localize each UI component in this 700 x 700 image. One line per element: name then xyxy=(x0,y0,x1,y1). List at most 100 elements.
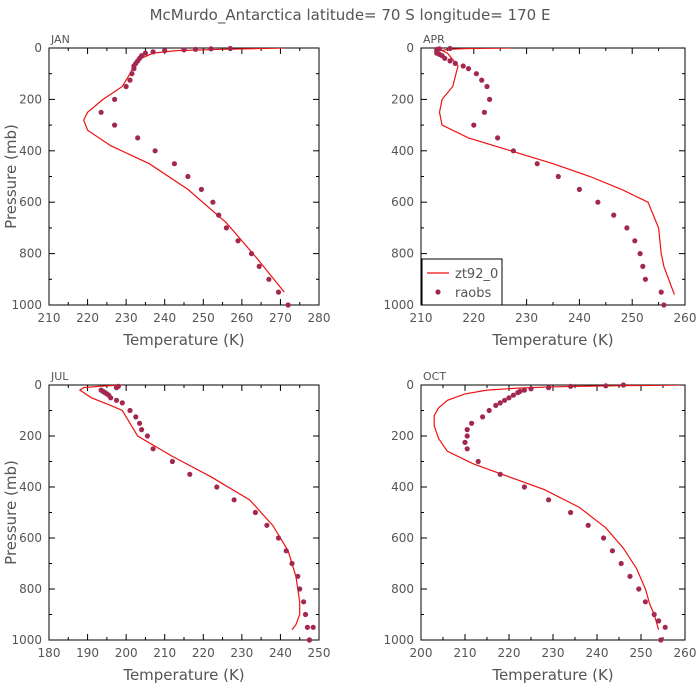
obs-point xyxy=(497,400,503,406)
obs-point xyxy=(452,60,458,66)
x-axis-label: Temperature (K) xyxy=(122,666,244,684)
obs-point xyxy=(487,96,493,102)
obs-point xyxy=(169,458,175,465)
obs-point xyxy=(304,624,310,630)
obs-point xyxy=(603,383,609,389)
obs-point xyxy=(497,471,503,477)
x-axis-label: Temperature (K) xyxy=(491,331,613,349)
y-tick-label: 200 xyxy=(19,429,42,443)
obs-point xyxy=(112,122,118,128)
obs-point xyxy=(595,199,601,205)
obs-point xyxy=(127,407,133,414)
obs-point xyxy=(658,637,664,643)
obs-point xyxy=(656,618,662,624)
obs-point xyxy=(150,49,156,55)
obs-point xyxy=(266,276,272,282)
obs-point xyxy=(464,427,470,433)
y-axis-label: Pressure (mb) xyxy=(2,460,20,565)
model-line xyxy=(438,48,675,295)
x-tick-label: 240 xyxy=(586,646,609,660)
obs-point xyxy=(113,385,120,391)
y-axis-label: Pressure (mb) xyxy=(2,124,20,229)
obs-point xyxy=(139,427,145,433)
x-tick-label: 210 xyxy=(153,646,176,660)
x-tick-label: 260 xyxy=(674,311,697,325)
obs-point xyxy=(235,238,241,244)
obs-point xyxy=(481,109,487,115)
obs-point xyxy=(187,471,193,477)
panel-apr: 210 220 230 240 250 260 0 200 400 600 800 1000 APR Te… xyxy=(383,33,696,349)
obs-point xyxy=(506,395,512,401)
obs-point xyxy=(135,135,141,141)
y-tick-label: 0 xyxy=(34,41,42,55)
x-tick-label: 230 xyxy=(230,646,253,660)
obs-point xyxy=(302,611,309,618)
panel-label: JUL xyxy=(50,370,69,383)
obs-point xyxy=(662,624,668,630)
obs-point xyxy=(585,522,591,528)
obs-point xyxy=(471,122,477,128)
obs-point xyxy=(651,611,657,618)
obs-point xyxy=(264,522,270,528)
obs-point xyxy=(129,71,135,77)
legend-box xyxy=(421,258,503,306)
obs-point xyxy=(464,433,470,439)
obs-point xyxy=(640,263,646,269)
x-tick-label: 280 xyxy=(308,311,331,325)
obs-point xyxy=(198,186,204,192)
obs-point xyxy=(112,96,118,102)
obs-point xyxy=(632,238,638,244)
x-tick-label: 250 xyxy=(308,646,331,660)
obs-point xyxy=(469,420,475,426)
obs-point xyxy=(185,173,191,180)
panel-jul: 180 190 200 210 220 230 240 250 0 200 400 600 800 100… xyxy=(2,370,330,684)
obs-point xyxy=(460,63,466,69)
obs-point xyxy=(193,46,199,52)
y-tick-label: 800 xyxy=(19,247,42,261)
x-axis-label: Temperature (K) xyxy=(491,666,613,684)
panels: 210 220 230 240 250 260 270 280 0 200 400 600 800 100… xyxy=(2,33,696,684)
obs-point xyxy=(301,599,307,605)
obs-point xyxy=(484,83,490,90)
y-tick-label: 200 xyxy=(19,92,42,106)
x-tick-label: 220 xyxy=(76,311,99,325)
x-tick-label: 180 xyxy=(38,646,61,660)
obs-point xyxy=(295,573,301,579)
x-axis-label: Temperature (K) xyxy=(122,331,244,349)
obs-point xyxy=(534,161,540,167)
x-tick-label: 250 xyxy=(192,311,215,325)
x-tick-label: 210 xyxy=(38,311,61,325)
plot-frame xyxy=(48,384,320,641)
x-tick-label: 230 xyxy=(115,311,138,325)
obs-point xyxy=(289,560,295,567)
obs-point xyxy=(502,397,508,403)
obs-point xyxy=(231,497,237,503)
x-tick-label: 220 xyxy=(462,311,485,325)
obs-point xyxy=(521,387,528,393)
obs-point xyxy=(98,109,104,115)
y-tick-label: 600 xyxy=(19,195,42,209)
obs-point xyxy=(131,66,137,72)
obs-point xyxy=(252,509,258,516)
obs-point xyxy=(637,251,643,257)
obs-point xyxy=(479,77,485,83)
obs-point xyxy=(576,186,583,192)
x-tick-label: 260 xyxy=(674,646,697,660)
y-tick-label: 1000 xyxy=(11,298,42,312)
obs-point xyxy=(210,199,216,205)
panel-jan: 210 220 230 240 250 260 270 280 0 200 400 600 800 100… xyxy=(2,33,330,349)
obs-point xyxy=(642,599,649,605)
obs-point xyxy=(137,420,143,426)
x-tick-label: 210 xyxy=(410,311,433,325)
obs-point xyxy=(465,66,472,72)
panel-label: JAN xyxy=(50,33,70,46)
obs-point xyxy=(442,55,448,61)
obs-point xyxy=(119,400,125,406)
obs-point xyxy=(256,263,262,269)
figure-title: McMurdo_Antarctica latitude= 70 S longit… xyxy=(150,6,551,25)
obs-point xyxy=(568,509,574,516)
x-tick-label: 230 xyxy=(542,646,565,660)
legend-model-label: zt92_0 xyxy=(455,267,498,282)
